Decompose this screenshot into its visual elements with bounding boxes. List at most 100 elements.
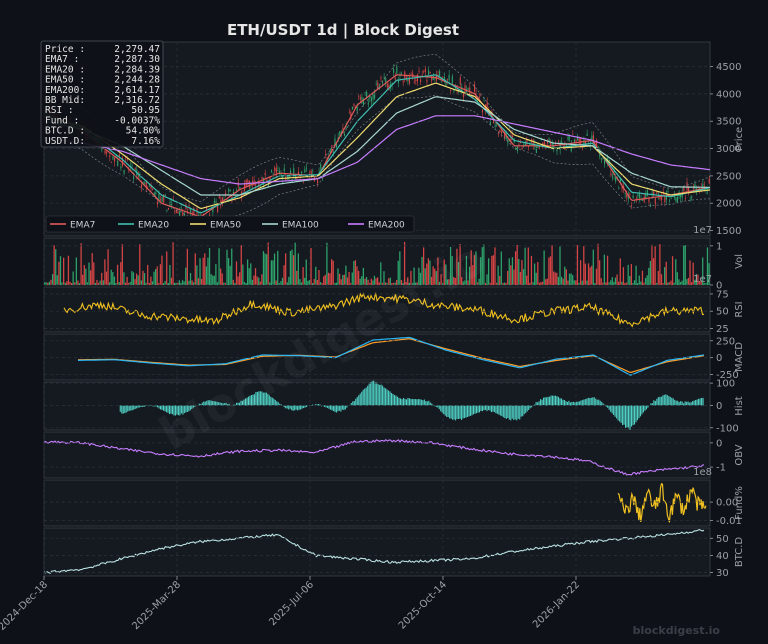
candle-body bbox=[150, 185, 152, 189]
info-value-7: -0.0037% bbox=[114, 115, 160, 126]
hist-bar bbox=[139, 405, 141, 408]
volume-bar bbox=[584, 263, 586, 285]
hist-bar bbox=[543, 397, 545, 406]
candle-body bbox=[512, 135, 514, 138]
hist-bar bbox=[510, 405, 512, 421]
hist-bar bbox=[265, 392, 267, 406]
volume-bar bbox=[578, 282, 580, 285]
legend-label-ema20: EMA20 bbox=[138, 221, 169, 231]
volume-bar bbox=[511, 257, 514, 285]
volume-bar bbox=[594, 283, 596, 285]
hist-bar bbox=[419, 399, 421, 406]
hist-bar bbox=[425, 401, 427, 406]
volume-bar bbox=[689, 260, 691, 285]
hist-bar bbox=[203, 401, 205, 406]
hist-bar bbox=[137, 405, 139, 408]
hist-bar bbox=[626, 405, 628, 428]
volume-bar bbox=[499, 275, 501, 285]
hist-bar bbox=[474, 405, 476, 414]
x-tick-4: 2026-Jan-22 bbox=[531, 579, 582, 630]
volume-bar bbox=[280, 281, 282, 285]
hist-bar bbox=[210, 400, 212, 406]
info-value-5: 2,316.72 bbox=[114, 95, 160, 106]
hist-bar bbox=[167, 405, 169, 413]
info-box: Price : 2,279.47 EMA7 : 2,287.30 EMA20 : 2,28… bbox=[40, 40, 164, 148]
volume-bar bbox=[461, 277, 463, 285]
volume-bar bbox=[426, 263, 428, 285]
candle-body bbox=[266, 179, 268, 182]
y-label-volume: Vol bbox=[734, 254, 745, 269]
candle-body bbox=[427, 70, 430, 75]
volume-bar bbox=[324, 274, 326, 285]
volume-bar bbox=[581, 280, 583, 285]
volume-bar bbox=[70, 283, 73, 285]
hist-bar bbox=[589, 398, 591, 406]
volume-bar bbox=[659, 244, 661, 285]
hist-bar bbox=[553, 395, 555, 406]
volume-bar bbox=[158, 282, 160, 285]
volume-bar bbox=[535, 272, 537, 285]
volume-bar bbox=[446, 279, 449, 285]
hist-bar bbox=[441, 405, 443, 413]
candle-body bbox=[556, 147, 558, 152]
volume-bar bbox=[264, 253, 266, 285]
volume-bar bbox=[107, 249, 109, 285]
volume-bar bbox=[223, 282, 225, 285]
candle-body bbox=[221, 197, 223, 203]
volume-bar bbox=[297, 253, 299, 285]
volume-bar bbox=[318, 269, 320, 285]
volume-bar bbox=[128, 282, 130, 285]
volume-bar bbox=[245, 283, 247, 285]
volume-bar bbox=[231, 248, 233, 285]
volume-bar bbox=[134, 279, 136, 285]
hist-bar bbox=[687, 401, 689, 406]
hist-bar bbox=[642, 405, 644, 413]
hist-bar bbox=[122, 405, 124, 414]
hist-bar bbox=[575, 401, 577, 406]
hist-bar bbox=[177, 405, 179, 416]
volume-bar bbox=[229, 265, 231, 285]
volume-bar bbox=[690, 282, 693, 285]
volume-bar bbox=[589, 267, 591, 285]
volume-bar bbox=[694, 279, 696, 285]
volume-bar bbox=[210, 274, 212, 285]
y-tick-price-1: 2000 bbox=[716, 199, 741, 210]
candle-body bbox=[467, 87, 469, 90]
hist-bar bbox=[373, 380, 375, 406]
y-tick-btcd-0: 30 bbox=[716, 568, 729, 579]
volume-bar bbox=[172, 242, 174, 285]
hist-bar bbox=[358, 395, 360, 406]
candle-body bbox=[115, 155, 117, 157]
candle-body bbox=[405, 77, 407, 79]
candle-body bbox=[247, 180, 249, 183]
volume-bar bbox=[532, 282, 534, 285]
volume-bar bbox=[510, 265, 512, 285]
hist-bar bbox=[317, 404, 320, 406]
hist-bar bbox=[622, 405, 624, 426]
volume-bar bbox=[618, 281, 620, 285]
candle-body bbox=[434, 78, 436, 79]
candle-body bbox=[118, 154, 120, 158]
legend-label-ema50: EMA50 bbox=[210, 221, 241, 231]
volume-bars bbox=[44, 241, 710, 285]
volume-bar bbox=[288, 276, 290, 285]
candle-body bbox=[653, 191, 655, 196]
volume-bar bbox=[199, 258, 201, 285]
volume-bar bbox=[78, 283, 81, 285]
hist-bar bbox=[161, 405, 163, 410]
candle-body bbox=[577, 136, 579, 141]
y-label-funding: Fund% bbox=[734, 486, 745, 520]
volume-bar bbox=[193, 282, 195, 285]
volume-bar bbox=[113, 276, 116, 285]
hist-bar bbox=[625, 405, 627, 428]
hist-bar bbox=[526, 405, 528, 412]
candle-body bbox=[611, 176, 614, 178]
volume-bar bbox=[296, 270, 298, 285]
hist-bar bbox=[632, 405, 634, 426]
legend-box bbox=[45, 215, 415, 233]
hist-bar bbox=[499, 405, 501, 416]
hist-bar bbox=[523, 405, 525, 415]
candle-body bbox=[396, 66, 398, 74]
volume-bar bbox=[334, 283, 336, 285]
hist-bar bbox=[696, 399, 698, 406]
